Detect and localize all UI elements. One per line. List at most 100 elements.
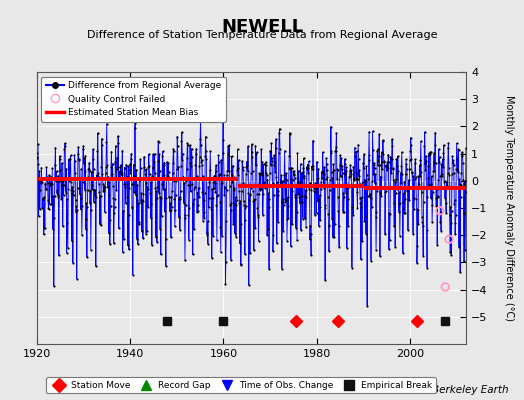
- Point: [92, 263, 100, 269]
- Point: [293, 179, 302, 185]
- Point: [313, 176, 322, 182]
- Point: [259, 161, 268, 168]
- Point: [328, 216, 336, 223]
- Point: [177, 162, 185, 169]
- Point: [350, 176, 358, 183]
- Point: [365, 152, 373, 158]
- Point: [198, 189, 206, 195]
- Point: [218, 177, 226, 184]
- Point: [94, 130, 102, 136]
- Point: [427, 195, 435, 201]
- Point: [319, 168, 328, 174]
- Point: [219, 137, 227, 144]
- Point: [460, 258, 468, 265]
- Point: [461, 247, 470, 253]
- Point: [149, 151, 157, 158]
- Point: [317, 178, 325, 185]
- Point: [166, 200, 174, 206]
- Point: [385, 246, 393, 252]
- Point: [219, 118, 227, 124]
- Point: [244, 143, 252, 150]
- Point: [60, 146, 69, 152]
- Point: [359, 165, 368, 171]
- Point: [98, 141, 106, 148]
- Point: [259, 212, 267, 218]
- Point: [327, 150, 335, 157]
- Point: [233, 197, 241, 203]
- Point: [288, 221, 296, 228]
- Point: [107, 171, 116, 178]
- Point: [171, 192, 180, 198]
- Point: [430, 168, 439, 174]
- Point: [256, 186, 265, 192]
- Point: [168, 170, 177, 176]
- Point: [155, 190, 163, 196]
- Point: [346, 162, 355, 168]
- Point: [53, 187, 61, 194]
- Point: [234, 164, 242, 171]
- Point: [132, 167, 140, 174]
- Point: [407, 134, 415, 141]
- Point: [138, 198, 147, 204]
- Point: [69, 187, 78, 194]
- Point: [311, 180, 320, 186]
- Point: [194, 202, 202, 208]
- Point: [242, 164, 250, 170]
- Point: [285, 153, 293, 159]
- Point: [421, 167, 430, 174]
- Point: [130, 173, 138, 180]
- Point: [294, 167, 303, 174]
- Point: [375, 153, 383, 159]
- Point: [333, 176, 341, 182]
- Point: [82, 200, 91, 207]
- Point: [95, 189, 104, 195]
- Point: [292, 224, 300, 231]
- Point: [263, 176, 271, 183]
- Point: [285, 165, 293, 172]
- Point: [408, 170, 417, 176]
- Point: [40, 194, 49, 200]
- Point: [146, 190, 155, 196]
- Point: [68, 184, 77, 190]
- Point: [144, 186, 152, 192]
- Point: [360, 218, 368, 224]
- Point: [247, 149, 256, 156]
- Point: [334, 194, 342, 200]
- Point: [292, 208, 301, 215]
- Point: [257, 146, 266, 153]
- Point: [75, 191, 84, 198]
- Point: [395, 201, 403, 208]
- Point: [283, 237, 291, 244]
- Point: [439, 150, 447, 156]
- Point: [91, 189, 100, 196]
- Point: [462, 188, 470, 195]
- Point: [353, 148, 361, 155]
- Point: [137, 200, 145, 206]
- Point: [101, 170, 110, 176]
- Point: [195, 194, 203, 200]
- Point: [445, 172, 453, 178]
- Point: [363, 193, 372, 199]
- Point: [83, 187, 92, 194]
- Point: [216, 199, 224, 205]
- Point: [268, 158, 276, 165]
- Point: [312, 210, 321, 216]
- Point: [232, 202, 241, 208]
- Point: [373, 147, 381, 154]
- Point: [71, 158, 79, 164]
- Point: [126, 166, 134, 173]
- Point: [421, 129, 429, 135]
- Point: [350, 164, 358, 170]
- Point: [41, 225, 49, 231]
- Point: [104, 174, 113, 180]
- Point: [283, 216, 291, 222]
- Point: [302, 224, 310, 230]
- Point: [374, 162, 382, 168]
- Point: [387, 170, 396, 176]
- Point: [174, 214, 183, 220]
- Point: [222, 218, 231, 224]
- Point: [288, 188, 297, 194]
- Point: [113, 155, 122, 161]
- Point: [169, 148, 178, 154]
- Point: [210, 185, 218, 192]
